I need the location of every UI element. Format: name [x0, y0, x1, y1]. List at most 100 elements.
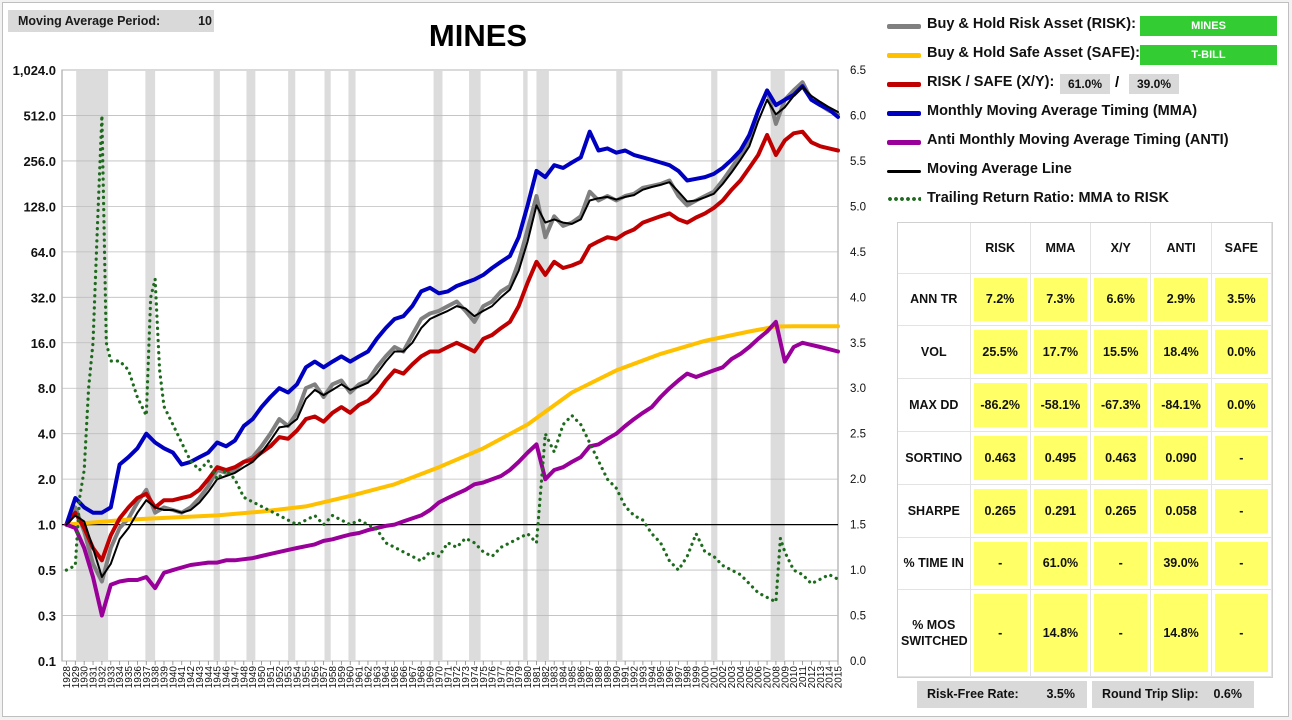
- x-tick-label: 1943: [195, 666, 206, 689]
- x-tick-label: 1952: [275, 666, 286, 689]
- x-tick-label: 2005: [745, 666, 756, 689]
- y-right-tick-label: 0.5: [850, 611, 866, 623]
- series-line-risk-safe-x-y: [64, 129, 840, 563]
- y-left-tick-label: 512.0: [23, 108, 56, 123]
- x-tick-label: 1986: [576, 666, 587, 689]
- x-tick-label: 1930: [80, 666, 91, 689]
- y-left-tick-label: 8.0: [38, 381, 56, 396]
- stats-row-label: % TIME IN: [898, 537, 971, 591]
- y-right-tick-label: 5.0: [850, 201, 866, 213]
- stats-col-header: X/Y: [1090, 223, 1152, 274]
- x-tick-label: 1950: [257, 666, 268, 689]
- stats-cell: 17.7%: [1033, 330, 1088, 375]
- y-left-tick-label: 64.0: [31, 245, 56, 260]
- stats-cell: 3.5%: [1214, 277, 1268, 322]
- y-left-tick-label: 32.0: [31, 290, 56, 305]
- stats-cell: 2.9%: [1154, 277, 1208, 322]
- stats-col-header: SAFE: [1211, 223, 1273, 274]
- stats-table: RISK MMA X/Y ANTI SAFE ANN TR 7.2% 7.3% …: [897, 222, 1273, 678]
- stats-col-header: MMA: [1030, 223, 1092, 274]
- moving-average-period-box: Moving Average Period: 10: [8, 10, 214, 32]
- legend-item-risk: Buy & Hold Risk Asset (RISK): MINES: [885, 14, 1285, 36]
- x-tick-label: 1938: [151, 666, 162, 689]
- legend-label-trailing-ratio: Trailing Return Ratio: MMA to RISK: [927, 190, 1169, 206]
- stats-cell-wrap: 3.5%: [1211, 273, 1273, 327]
- x-tick-label: 1992: [630, 666, 641, 689]
- stats-cell-wrap: 2.9%: [1150, 273, 1212, 327]
- x-tick-label: 1971: [443, 666, 454, 689]
- stats-cell-wrap: -: [1211, 484, 1273, 538]
- plot-area: [61, 69, 839, 662]
- stats-cell-wrap: 0.0%: [1211, 378, 1273, 432]
- legend-label-anti: Anti Monthly Moving Average Timing (ANTI…: [927, 132, 1229, 148]
- recession-band: [288, 71, 296, 660]
- series-line-trailing-return-ratio-mma-to-risk: [64, 113, 840, 604]
- stats-cell: -: [973, 594, 1027, 672]
- stats-cell-wrap: -: [1090, 589, 1152, 677]
- round-trip-slip-box: Round Trip Slip: 0.6%: [1092, 681, 1254, 708]
- x-tick-label: 1935: [124, 666, 135, 689]
- stats-cell: 7.3%: [1033, 277, 1088, 322]
- x-tick-label: 1979: [514, 666, 525, 689]
- x-tick-label: 1932: [97, 666, 108, 689]
- stats-cell-wrap: -58.1%: [1030, 378, 1092, 432]
- x-tick-label: 1933: [106, 666, 117, 689]
- x-tick-label: 1944: [204, 666, 215, 689]
- recession-band: [523, 71, 528, 660]
- chart-plot: 1,024.0 512.0 256.0 128.0 64.0 32.0 16.0 8.0 4.0…: [13, 63, 866, 689]
- round-trip-slip-label: Round Trip Slip:: [1102, 687, 1199, 701]
- x-tick-label: 1953: [284, 666, 295, 689]
- stats-cell-wrap: 0.265: [1090, 484, 1152, 538]
- stats-cell-wrap: 0.058: [1150, 484, 1212, 538]
- stats-cell: 6.6%: [1094, 277, 1148, 322]
- x-tick-label: 1988: [594, 666, 605, 689]
- stats-cell-wrap: -67.3%: [1090, 378, 1152, 432]
- stats-cell-wrap: -86.2%: [970, 378, 1031, 432]
- y-right-tick-label: 2.5: [850, 429, 866, 441]
- x-tick-label: 1983: [550, 666, 561, 689]
- legend-swatch-trailing-ratio: [887, 196, 921, 202]
- x-tick-label: 2014: [825, 666, 836, 689]
- stats-cell: 61.0%: [1033, 541, 1088, 586]
- stats-cell-wrap: 0.495: [1030, 431, 1092, 485]
- stats-col-header: ANTI: [1150, 223, 1212, 274]
- recession-band: [433, 71, 443, 660]
- y-right-tick-label: 6.5: [850, 65, 866, 77]
- recession-band: [145, 71, 156, 660]
- x-tick-label: 1941: [177, 666, 188, 689]
- recession-band: [770, 71, 785, 660]
- stats-row-time-in: % TIME IN - 61.0% - 39.0% -: [898, 537, 1273, 591]
- series-line-anti-monthly-moving-average-timing-anti: [64, 319, 840, 618]
- x-tick-label: 2003: [727, 666, 738, 689]
- stats-cell-wrap: 0.291: [1030, 484, 1092, 538]
- stats-cell: -: [1214, 541, 1268, 586]
- stats-row-label: SHARPE: [898, 484, 971, 538]
- y-left-tick-label: 1,024.0: [13, 63, 56, 78]
- period-value: 10: [198, 14, 212, 28]
- stats-row-sortino: SORTINO 0.463 0.495 0.463 0.090 -: [898, 431, 1273, 485]
- x-tick-label: 1970: [434, 666, 445, 689]
- stats-cell-wrap: 61.0%: [1030, 537, 1092, 591]
- y-left-tick-label: 128.0: [23, 199, 56, 214]
- x-tick-label: 1954: [293, 666, 304, 689]
- recession-band: [711, 71, 718, 660]
- y-left-tick-label: 0.5: [38, 563, 56, 578]
- y-right-tick-label: 3.5: [850, 338, 866, 350]
- x-tick-label: 1956: [310, 666, 321, 689]
- legend-item-safe: Buy & Hold Safe Asset (SAFE): T-BILL: [885, 43, 1285, 65]
- legend-swatch-anti: [887, 140, 921, 145]
- stats-cell-wrap: 0.265: [970, 484, 1031, 538]
- stats-cell: 0.0%: [1214, 383, 1268, 427]
- stats-cell: 0.463: [973, 435, 1027, 480]
- x-tick-label: 2011: [798, 666, 809, 688]
- x-tick-label: 2009: [780, 666, 791, 689]
- stats-cell: 18.4%: [1154, 330, 1208, 375]
- recession-band: [246, 71, 256, 660]
- stats-cell: 7.2%: [973, 277, 1027, 322]
- x-tick-label: 1929: [71, 666, 82, 689]
- y-left-tick-label: 4.0: [38, 427, 56, 442]
- x-tick-label: 1951: [266, 666, 277, 689]
- x-tick-label: 1934: [115, 666, 126, 689]
- stats-cell: -: [1214, 594, 1268, 672]
- x-tick-label: 1963: [372, 666, 383, 689]
